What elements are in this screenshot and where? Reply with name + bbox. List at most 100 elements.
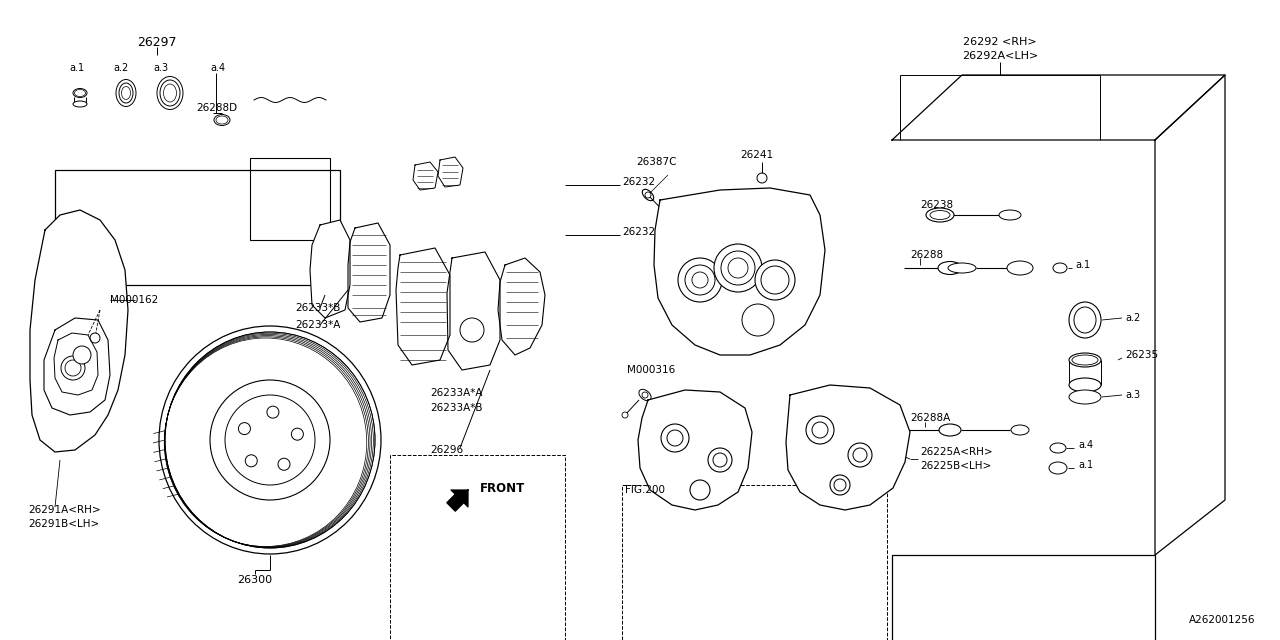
Text: 26387C: 26387C bbox=[636, 157, 677, 167]
Circle shape bbox=[806, 416, 835, 444]
Circle shape bbox=[685, 265, 716, 295]
Circle shape bbox=[645, 192, 652, 198]
Text: A262001256: A262001256 bbox=[1189, 615, 1254, 625]
Circle shape bbox=[210, 380, 330, 500]
Text: FRONT: FRONT bbox=[480, 481, 525, 495]
Text: 26225B<LH>: 26225B<LH> bbox=[920, 461, 991, 471]
Text: 26235: 26235 bbox=[1125, 350, 1158, 360]
Text: 26233*B: 26233*B bbox=[294, 303, 340, 313]
Ellipse shape bbox=[1073, 355, 1098, 365]
Circle shape bbox=[622, 412, 628, 418]
Polygon shape bbox=[786, 385, 910, 510]
Text: 26288D: 26288D bbox=[196, 103, 237, 113]
Circle shape bbox=[742, 304, 774, 336]
Ellipse shape bbox=[643, 189, 654, 201]
Polygon shape bbox=[413, 162, 438, 190]
Text: 26300: 26300 bbox=[237, 575, 273, 585]
Text: FIG.200: FIG.200 bbox=[625, 485, 666, 495]
Circle shape bbox=[690, 480, 710, 500]
Circle shape bbox=[849, 443, 872, 467]
Ellipse shape bbox=[1074, 307, 1096, 333]
Bar bbox=[622, 485, 887, 640]
Ellipse shape bbox=[1050, 462, 1068, 474]
Text: a.1: a.1 bbox=[1078, 460, 1093, 470]
Circle shape bbox=[756, 173, 767, 183]
Ellipse shape bbox=[119, 83, 133, 103]
Ellipse shape bbox=[1069, 353, 1101, 367]
Polygon shape bbox=[654, 188, 826, 355]
Text: a.4: a.4 bbox=[1078, 440, 1093, 450]
Ellipse shape bbox=[165, 332, 375, 548]
Ellipse shape bbox=[1007, 261, 1033, 275]
Ellipse shape bbox=[1069, 378, 1101, 392]
Text: 26225A<RH>: 26225A<RH> bbox=[920, 447, 992, 457]
Ellipse shape bbox=[73, 88, 87, 97]
Text: 26233A*B: 26233A*B bbox=[430, 403, 483, 413]
Circle shape bbox=[755, 260, 795, 300]
Circle shape bbox=[65, 360, 81, 376]
Ellipse shape bbox=[116, 79, 136, 106]
Circle shape bbox=[721, 251, 755, 285]
Ellipse shape bbox=[1050, 443, 1066, 453]
Ellipse shape bbox=[214, 115, 230, 125]
Circle shape bbox=[835, 479, 846, 491]
Circle shape bbox=[61, 356, 84, 380]
Ellipse shape bbox=[74, 90, 86, 97]
Ellipse shape bbox=[160, 80, 180, 106]
Polygon shape bbox=[447, 490, 468, 511]
Polygon shape bbox=[54, 333, 99, 395]
Ellipse shape bbox=[216, 116, 228, 124]
Ellipse shape bbox=[1011, 425, 1029, 435]
Polygon shape bbox=[1155, 75, 1225, 555]
Circle shape bbox=[708, 448, 732, 472]
Text: 26232: 26232 bbox=[622, 227, 655, 237]
Bar bbox=[892, 555, 1155, 640]
Circle shape bbox=[812, 422, 828, 438]
Ellipse shape bbox=[938, 262, 963, 275]
Circle shape bbox=[90, 333, 100, 343]
Circle shape bbox=[278, 458, 291, 470]
Text: 26238: 26238 bbox=[920, 200, 954, 210]
Bar bbox=[250, 158, 330, 240]
Circle shape bbox=[238, 422, 251, 435]
Polygon shape bbox=[438, 157, 463, 187]
Text: 26292A<LH>: 26292A<LH> bbox=[961, 51, 1038, 61]
Text: 26296: 26296 bbox=[430, 445, 463, 455]
Text: a.2: a.2 bbox=[1125, 313, 1140, 323]
Ellipse shape bbox=[931, 211, 950, 220]
Circle shape bbox=[268, 406, 279, 418]
Ellipse shape bbox=[998, 210, 1021, 220]
Circle shape bbox=[714, 244, 762, 292]
Text: a.3: a.3 bbox=[154, 63, 168, 73]
Text: M000316: M000316 bbox=[627, 365, 676, 375]
Text: a.1: a.1 bbox=[1075, 260, 1091, 270]
Circle shape bbox=[678, 258, 722, 302]
Text: 26291B<LH>: 26291B<LH> bbox=[28, 519, 100, 529]
Ellipse shape bbox=[940, 424, 961, 436]
Circle shape bbox=[643, 392, 648, 398]
Text: 26233*A: 26233*A bbox=[294, 320, 340, 330]
Circle shape bbox=[660, 424, 689, 452]
Text: 26292 <RH>: 26292 <RH> bbox=[963, 37, 1037, 47]
Circle shape bbox=[667, 430, 684, 446]
Polygon shape bbox=[348, 223, 390, 322]
Ellipse shape bbox=[1053, 263, 1068, 273]
Circle shape bbox=[246, 455, 257, 467]
Text: 26233A*A: 26233A*A bbox=[430, 388, 483, 398]
Polygon shape bbox=[447, 252, 500, 370]
Text: 26288: 26288 bbox=[910, 250, 943, 260]
Ellipse shape bbox=[1069, 302, 1101, 338]
Circle shape bbox=[728, 258, 748, 278]
Text: a.1: a.1 bbox=[69, 63, 84, 73]
Text: a.2: a.2 bbox=[113, 63, 128, 73]
Polygon shape bbox=[892, 75, 1225, 140]
Ellipse shape bbox=[639, 389, 652, 401]
Circle shape bbox=[852, 448, 867, 462]
Ellipse shape bbox=[925, 208, 954, 222]
Bar bbox=[55, 170, 340, 285]
Circle shape bbox=[292, 428, 303, 440]
Polygon shape bbox=[310, 220, 349, 318]
Circle shape bbox=[762, 266, 788, 294]
Text: M000162: M000162 bbox=[110, 295, 159, 305]
Text: 26291A<RH>: 26291A<RH> bbox=[28, 505, 101, 515]
